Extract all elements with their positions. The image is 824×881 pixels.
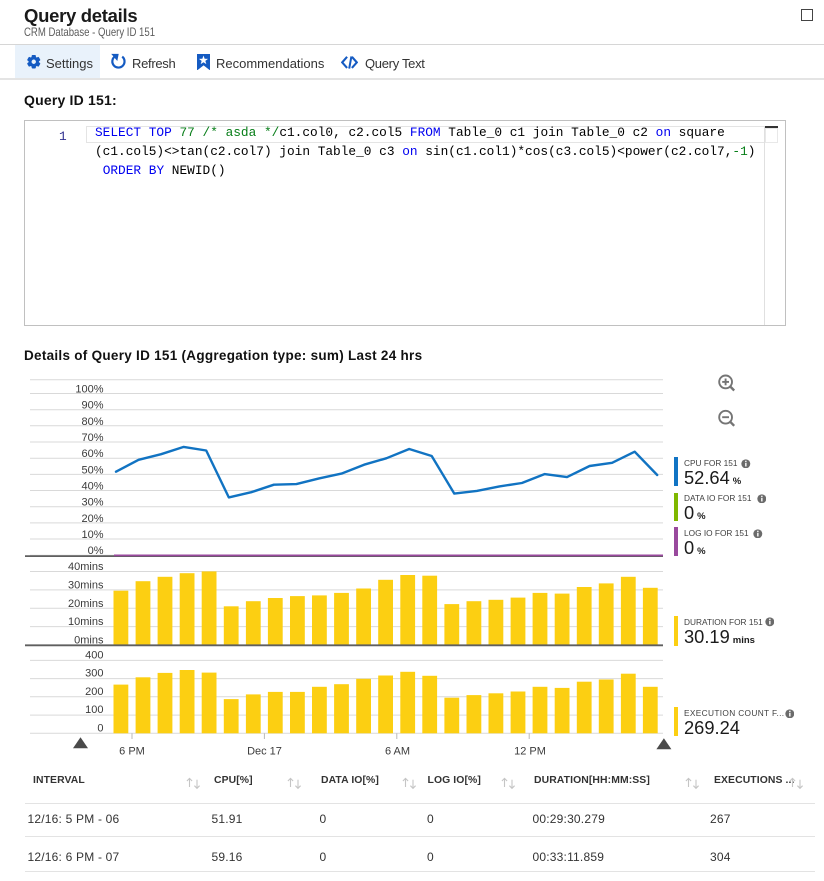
svg-text:Dec 17: Dec 17 bbox=[247, 746, 282, 758]
svg-text:10%: 10% bbox=[81, 529, 103, 541]
svg-text:40mins: 40mins bbox=[68, 561, 104, 573]
svg-text:0: 0 bbox=[97, 722, 103, 734]
svg-text:6 AM: 6 AM bbox=[385, 746, 410, 758]
svg-text:90%: 90% bbox=[81, 400, 103, 412]
svg-text:12 PM: 12 PM bbox=[514, 746, 546, 758]
svg-text:10mins: 10mins bbox=[68, 616, 104, 628]
svg-text:30%: 30% bbox=[81, 497, 103, 509]
svg-text:60%: 60% bbox=[81, 448, 103, 460]
svg-text:200: 200 bbox=[85, 686, 103, 698]
svg-text:6 PM: 6 PM bbox=[119, 746, 145, 758]
svg-text:80%: 80% bbox=[81, 416, 103, 428]
svg-text:50%: 50% bbox=[81, 464, 103, 476]
svg-text:70%: 70% bbox=[81, 432, 103, 444]
svg-text:400: 400 bbox=[85, 649, 103, 661]
svg-text:30mins: 30mins bbox=[68, 580, 104, 592]
svg-text:300: 300 bbox=[85, 668, 103, 680]
svg-text:100: 100 bbox=[85, 704, 103, 716]
svg-text:0%: 0% bbox=[88, 545, 104, 557]
svg-text:0mins: 0mins bbox=[74, 635, 104, 647]
svg-text:20mins: 20mins bbox=[68, 598, 104, 610]
svg-text:20%: 20% bbox=[81, 513, 103, 525]
svg-text:40%: 40% bbox=[81, 481, 103, 493]
svg-text:100%: 100% bbox=[75, 384, 103, 396]
